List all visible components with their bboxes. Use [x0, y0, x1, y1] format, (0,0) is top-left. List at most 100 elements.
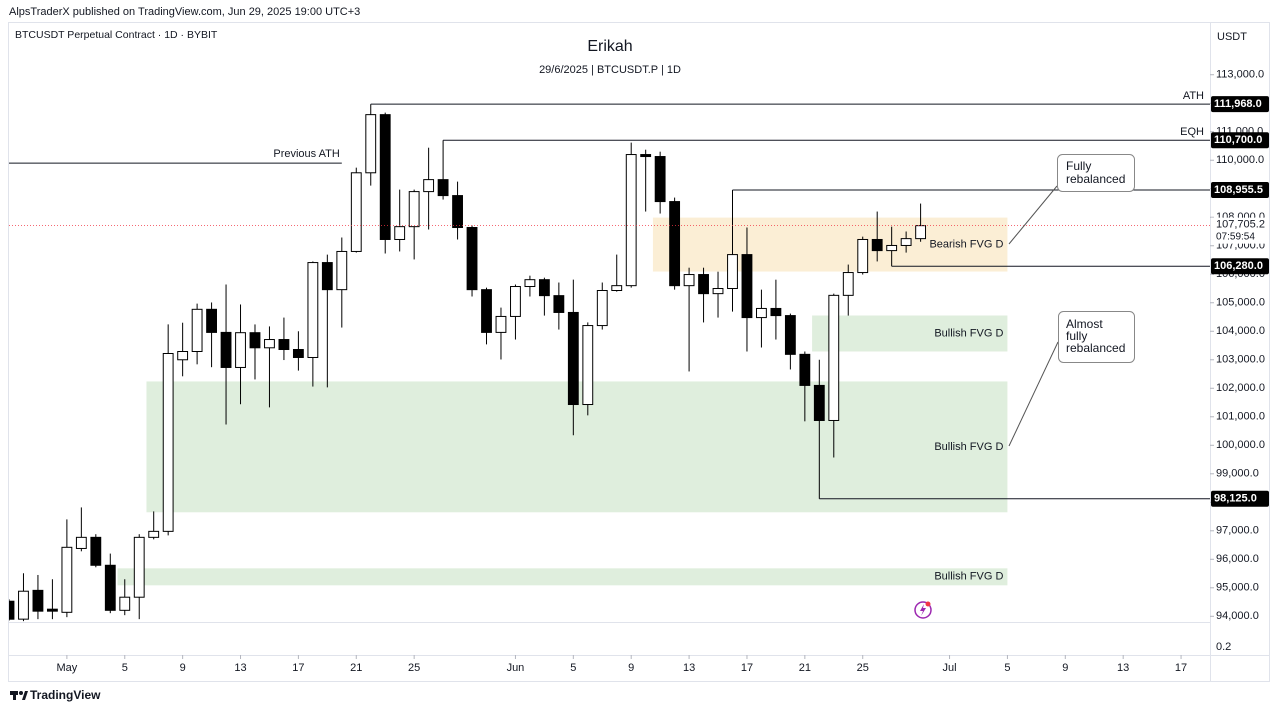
- candle-body: [278, 339, 290, 351]
- y-tick-label: 96,000.0: [1216, 553, 1259, 565]
- candle-body: [538, 279, 550, 297]
- x-tick-label: 21: [350, 662, 362, 674]
- candle-body: [379, 114, 391, 240]
- y-tick-label: 103,000.0: [1216, 354, 1265, 366]
- candle-body: [437, 179, 449, 197]
- candle-body: [336, 250, 348, 291]
- y-tick-label: 105,000.0: [1216, 297, 1265, 309]
- price-badge-label: 106,280.0: [1214, 260, 1263, 272]
- price-badge: [1211, 182, 1269, 199]
- idea-icon-dot: [925, 601, 931, 607]
- y-tick-label: 94,000.0: [1216, 610, 1259, 622]
- y-tick-label: 102,000.0: [1216, 382, 1265, 394]
- candle-body: [654, 156, 666, 203]
- candle-body: [799, 353, 811, 386]
- candle-body: [727, 254, 738, 290]
- x-tick-label: 9: [1062, 662, 1068, 674]
- idea-icon-bolt: [920, 604, 926, 616]
- candle-body: [235, 332, 246, 368]
- x-tick-label: 13: [683, 662, 695, 674]
- y-tick-label: 99,000.0: [1216, 468, 1259, 480]
- price-badge: [1211, 132, 1269, 149]
- candle-body: [177, 351, 189, 361]
- candle-body: [857, 238, 869, 274]
- candle-body: [104, 564, 116, 611]
- candle-body: [741, 254, 753, 319]
- callout-pointer: [1008, 185, 1058, 245]
- candle-body: [756, 307, 767, 319]
- y-tick-label: 113,000.0: [1216, 69, 1264, 81]
- plot-area: Bearish FVG D Bullish FVG D Bullish FVG D B…: [9, 90, 1210, 622]
- candle-body: [770, 307, 782, 317]
- candle-body: [408, 191, 420, 228]
- candle-body: [596, 290, 608, 327]
- candle-body: [640, 154, 652, 158]
- x-tick-label: Jul: [943, 662, 957, 674]
- x-tick-label: 5: [122, 662, 128, 674]
- fvg-label: Bullish FVG D: [934, 571, 1003, 583]
- chart-subtitle: 29/6/2025 | BTCUSDT.P | 1D: [539, 64, 681, 76]
- candle-body: [625, 154, 637, 287]
- currency: USDT: [1217, 31, 1247, 43]
- candle-body: [669, 201, 681, 287]
- idea-icon: [914, 601, 932, 619]
- candle-body: [567, 311, 579, 406]
- candle-body: [452, 195, 463, 229]
- candle-body: [75, 536, 87, 549]
- candle-body: [365, 114, 377, 174]
- candle-body: [350, 172, 362, 252]
- chart-frame: [8, 22, 1270, 682]
- level-label: EQH: [1180, 126, 1204, 138]
- fvg-label: Bearish FVG D: [929, 238, 1003, 250]
- price-badge-label: 110,700.0: [1214, 134, 1262, 146]
- candle-body: [394, 226, 406, 240]
- candle-body: [828, 294, 840, 421]
- candle-body: [683, 274, 695, 287]
- candle-body: [784, 315, 796, 355]
- x-tick-label: 21: [799, 662, 811, 674]
- x-tick-label: 13: [1117, 662, 1129, 674]
- y-tick-label: 97,000.0: [1216, 525, 1259, 537]
- candle-body: [524, 279, 536, 288]
- candle-body: [553, 295, 565, 313]
- candle-body: [423, 179, 435, 193]
- candle-body: [321, 262, 333, 291]
- candle-body: [813, 384, 825, 421]
- fvg-zone: [812, 315, 1008, 352]
- callout-box: [1057, 154, 1135, 192]
- last-price-badge: [1211, 217, 1269, 244]
- callout-text: rebalanced: [1066, 341, 1125, 355]
- candle-body: [191, 308, 203, 353]
- candle-body: [220, 331, 232, 368]
- candle-body: [264, 339, 275, 349]
- y-tick-label: 95,000.0: [1216, 582, 1259, 594]
- candle-body: [915, 225, 927, 240]
- x-tick-label: 25: [408, 662, 420, 674]
- candle-body: [46, 608, 58, 612]
- x-tick-label: 17: [741, 662, 753, 674]
- x-tick-label: 5: [1004, 662, 1010, 674]
- price-badge: [1211, 258, 1269, 275]
- candle-body: [133, 536, 145, 598]
- price-badge: [1211, 490, 1269, 507]
- callout-box: [1058, 311, 1135, 363]
- candle-body: [249, 332, 261, 349]
- candle-body: [292, 349, 304, 358]
- candle-body: [61, 546, 73, 613]
- candle-body: [32, 589, 44, 612]
- candle-body: [119, 596, 131, 611]
- candle-body: [712, 288, 724, 295]
- price-badge-label: 108,955.5: [1214, 184, 1263, 196]
- candle-body: [842, 272, 854, 296]
- y-tick-label: 101,000.0: [1216, 411, 1265, 423]
- candle-body: [611, 285, 623, 292]
- previous-ath-label: Previous ATH: [273, 148, 339, 160]
- candle-body: [148, 530, 160, 538]
- y-tick-label: 100,000.0: [1216, 439, 1265, 451]
- y-tick-label: 104,000.0: [1216, 325, 1265, 337]
- fvg-label: Bullish FVG D: [934, 327, 1003, 339]
- candle-body: [162, 352, 174, 532]
- candle-body: [495, 315, 507, 333]
